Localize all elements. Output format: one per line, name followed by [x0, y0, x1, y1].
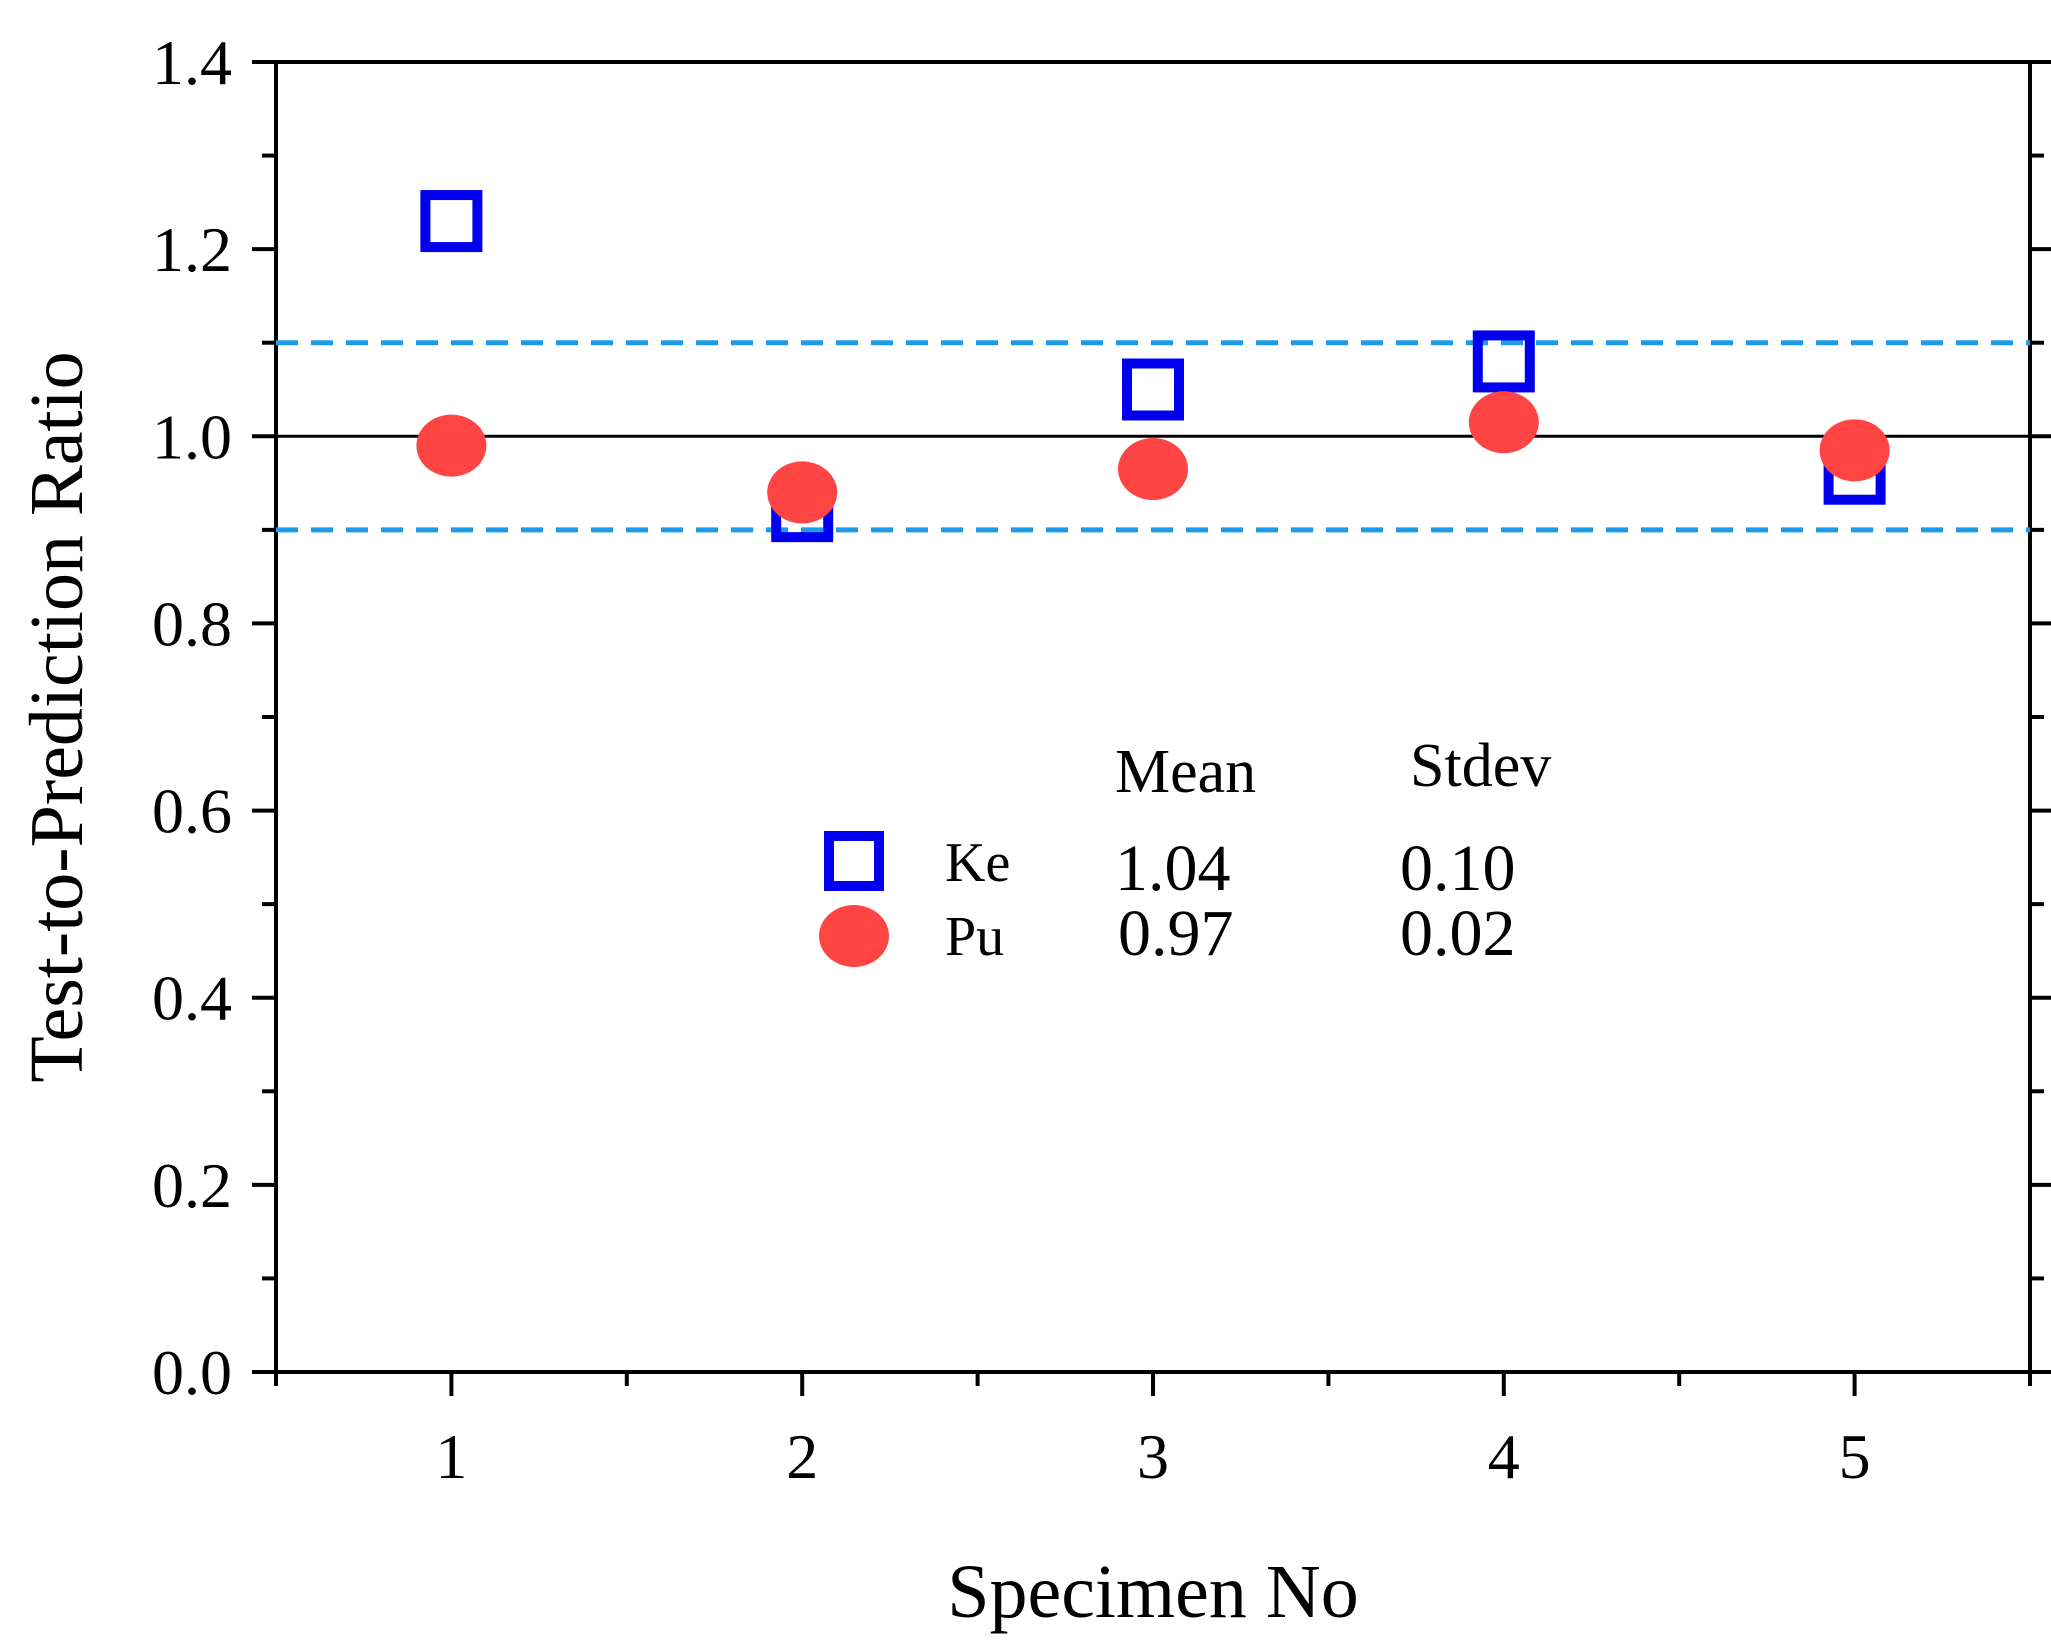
stats-pu-stdev: 0.02 — [1400, 897, 1516, 970]
pu-point-5 — [1819, 419, 1890, 482]
stats-table: Mean Stdev Ke 1.04 0.10 Pu 0.97 0.02 — [819, 732, 1551, 970]
stats-ke-stdev: 0.10 — [1400, 832, 1516, 905]
x-tick-label-1: 1 — [435, 1421, 467, 1492]
y-axis-ticks — [252, 60, 2051, 1374]
x-tick-label-5: 5 — [1839, 1421, 1871, 1492]
y-tick-label-0-0: 0.0 — [152, 1337, 232, 1408]
y-tick-label-1-4: 1.4 — [152, 27, 232, 98]
x-axis-ticks — [274, 1372, 2032, 1396]
pu-point-4 — [1468, 391, 1539, 454]
y-tick-label-0-4: 0.4 — [152, 963, 232, 1034]
legend-ke-label: Ke — [945, 832, 1010, 894]
legend-pu-label: Pu — [945, 906, 1004, 968]
y-tick-label-1-2: 1.2 — [152, 214, 232, 285]
x-tick-label-2: 2 — [786, 1421, 818, 1492]
x-tick-label-3: 3 — [1137, 1421, 1169, 1492]
stats-ke-mean: 1.04 — [1115, 832, 1231, 905]
pu-point-3 — [1118, 438, 1188, 501]
y-axis-tick-labels: 0.0 0.2 0.4 0.6 0.8 1.0 1.2 1.4 — [152, 27, 232, 1408]
stats-header-stdev: Stdev — [1410, 732, 1551, 800]
series-pu — [416, 391, 1890, 524]
ke-point-4 — [1472, 330, 1535, 393]
y-tick-label-1-0: 1.0 — [152, 401, 232, 472]
legend-ke-marker — [824, 831, 884, 891]
ke-point-1 — [420, 190, 483, 253]
stats-header-mean: Mean — [1115, 738, 1256, 806]
y-axis-title: Test-to-Prediction Ratio — [15, 351, 99, 1082]
x-axis-tick-labels: 1 2 3 4 5 — [435, 1421, 1870, 1492]
stats-pu-mean: 0.97 — [1118, 897, 1234, 970]
plot-frame — [274, 60, 2032, 1374]
pu-point-2 — [767, 461, 838, 524]
y-tick-label-0-2: 0.2 — [152, 1150, 232, 1221]
y-tick-label-0-6: 0.6 — [152, 776, 232, 847]
x-axis-title: Specimen No — [947, 1550, 1359, 1634]
pu-point-1 — [416, 414, 487, 477]
legend-pu-marker — [819, 905, 889, 967]
x-tick-label-4: 4 — [1488, 1421, 1520, 1492]
y-tick-label-0-8: 0.8 — [152, 588, 232, 659]
ke-point-3 — [1122, 358, 1184, 421]
